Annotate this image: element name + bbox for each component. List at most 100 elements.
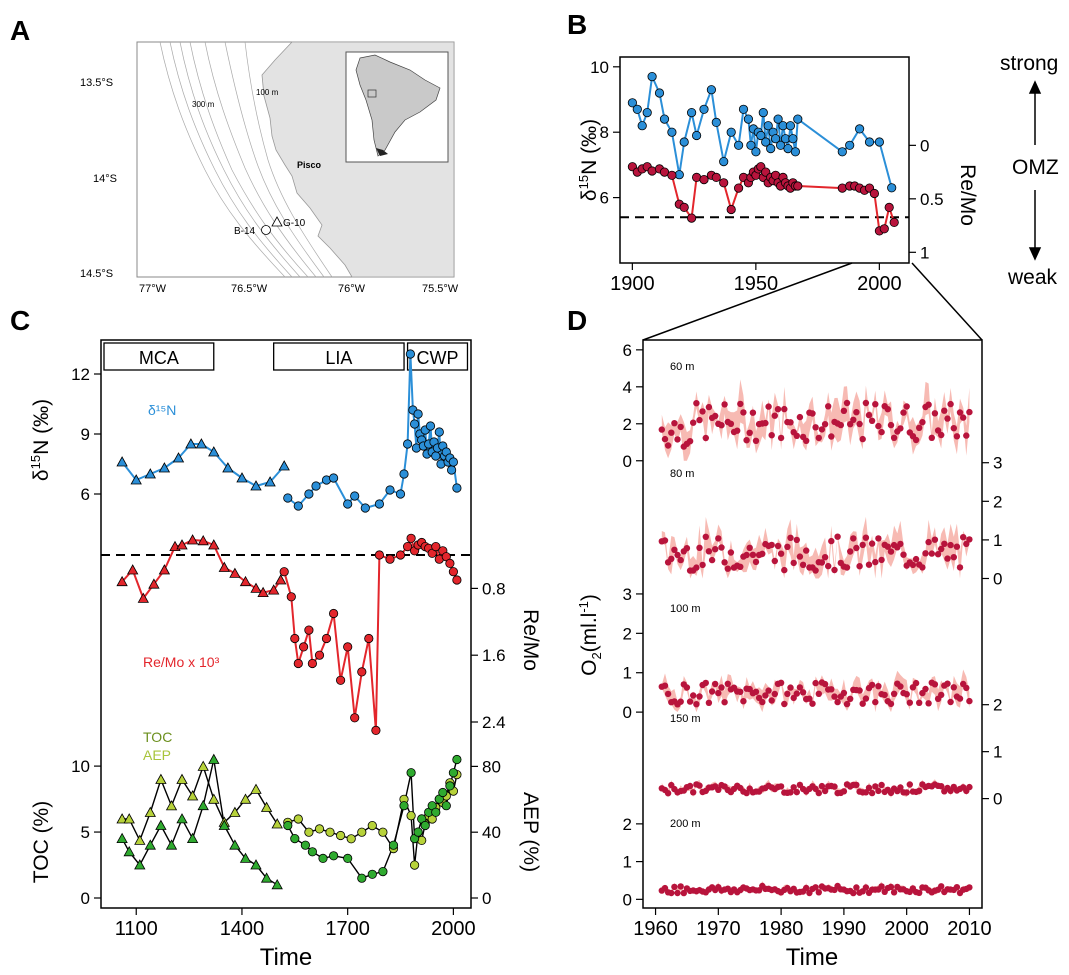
- panel-c-toc-circle: [283, 820, 293, 831]
- panel-b-x-label: 2000: [857, 273, 902, 295]
- panel-d-3-point: [875, 787, 882, 795]
- panel-d-2-point: [831, 693, 838, 700]
- panel-b-d15n-point: [751, 147, 761, 157]
- panel-c-remo-circle: [279, 567, 289, 577]
- panel-c-d15n-circle: [350, 491, 360, 501]
- panel-d-0-point: [746, 429, 753, 436]
- panel-c-remo-circle: [374, 550, 384, 560]
- panel-d-1-point: [724, 565, 731, 572]
- panel-c-toc-triangle: [218, 819, 230, 830]
- panel-d-2-point: [718, 684, 725, 691]
- panel-c-d15n-triangle: [250, 480, 262, 491]
- panel-d-1-point: [787, 534, 794, 541]
- panel-c-remo-triangle: [275, 574, 287, 585]
- panel-d-1-point: [928, 550, 935, 557]
- panel-c-aep-triangle: [186, 790, 199, 801]
- panel-d-0-point: [960, 414, 967, 421]
- panel-d-2-point: [847, 695, 854, 702]
- panel-c-d15n-circle: [399, 469, 409, 479]
- panel-d-1-point: [708, 556, 716, 564]
- panel-d-0-point: [815, 434, 822, 442]
- panel-c-toc-circle: [318, 853, 328, 864]
- panel-d-2-point: [856, 687, 863, 694]
- panel-d-1-point: [938, 545, 945, 553]
- panel-b-frame: [619, 56, 910, 264]
- zoom-connector-left: [642, 262, 853, 341]
- panel-c-aep-triangle: [165, 800, 178, 811]
- panel-d-2-point: [708, 688, 716, 695]
- panel-b-x-label: 1950: [734, 273, 779, 295]
- lon-label-76: 76°W: [338, 283, 366, 295]
- panel-d-1-point: [884, 543, 891, 550]
- panel-c-d15n-circle: [431, 451, 441, 461]
- panel-d-0-point: [925, 401, 932, 408]
- panel-d-1-point: [963, 540, 970, 548]
- panel-d-0-point: [856, 420, 863, 428]
- panel-c-x-axis-label: Time: [260, 944, 312, 971]
- panel-d-0-point: [868, 417, 876, 424]
- panel-c-aep-circle: [346, 834, 356, 844]
- panel-b-d15n-point: [654, 88, 665, 98]
- panel-d-0-y-label: 0: [623, 452, 632, 471]
- panel-c-aep-circle: [325, 827, 335, 837]
- panel-c-remo-circle: [357, 667, 367, 677]
- panel-c-d15n-circle: [405, 349, 415, 359]
- panel-d-0-point: [702, 434, 709, 442]
- panel-b-d15n-point: [756, 130, 766, 141]
- panel-c-remo-triangle: [158, 564, 171, 575]
- panel-d-2-point: [740, 698, 747, 705]
- panel-c-remo-circle: [321, 633, 332, 644]
- panel-d-0-point: [737, 400, 744, 408]
- panel-b-d15n-point: [785, 121, 796, 131]
- panel-b-series: [620, 72, 909, 236]
- panel-c-remo-triangle: [127, 564, 139, 575]
- panel-c-aep-triangle: [271, 818, 283, 829]
- panel-d-2-y-label: 3: [623, 585, 632, 604]
- panel-b-x-label: 1900: [610, 273, 655, 295]
- panel-b-remo-point: [726, 204, 736, 215]
- panel-d-0-point: [768, 432, 775, 439]
- panel-c-toc-y-label: 0: [81, 889, 90, 908]
- panel-c-remo-triangle: [218, 561, 230, 572]
- panel-d-0-y-label: 2: [623, 415, 632, 434]
- panel-c-aep-line-a: [122, 765, 278, 842]
- panel-c-remo-y-label: 0.8: [482, 579, 506, 598]
- panel-b-d15n-point: [719, 157, 729, 167]
- panel-c-remo-triangle: [176, 539, 188, 550]
- panel-d-4-point: [668, 889, 675, 897]
- panel-c-remo-triangle: [137, 592, 149, 603]
- panel-d-2-point: [793, 690, 800, 697]
- panel-d-4-point: [938, 883, 945, 890]
- panel-c-x-label: 1700: [325, 918, 370, 940]
- panel-c-d15n-axis-label: δ15N (‰): [28, 399, 53, 481]
- panel-c-remo-circle: [371, 725, 381, 736]
- panel-d-0-point: [897, 425, 904, 432]
- panel-d-3-point: [715, 786, 722, 793]
- panel-c-toc-triangle: [155, 819, 167, 830]
- panel-b-d15n-point: [686, 108, 697, 118]
- panel-c-toc-triangle: [271, 878, 283, 890]
- panel-c-remo-triangle: [257, 586, 269, 597]
- panel-d-4-point: [853, 884, 860, 891]
- panel-d-0-point: [825, 403, 832, 410]
- panel-d-2-point: [702, 679, 709, 687]
- panel-d-1-point: [790, 559, 797, 567]
- panel-d-2-point: [683, 684, 691, 691]
- panel-d-0-point: [718, 422, 725, 429]
- panel-d-3-point: [686, 782, 694, 790]
- panel-d-1-point: [771, 557, 778, 565]
- panel-d-3-point: [815, 789, 822, 797]
- panel-d-0-point: [777, 434, 785, 442]
- panel-b-right-y-label: 0.5: [920, 190, 944, 209]
- panel-d-1-point: [843, 564, 851, 571]
- panel-b-d15n-point: [773, 114, 783, 124]
- panel-d-1-point: [796, 553, 804, 560]
- panel-c-toc-circle: [378, 866, 388, 877]
- panel-b-d15n-point: [706, 85, 717, 95]
- panel-c-remo-circle: [314, 650, 325, 660]
- panel-d-2-point: [664, 690, 672, 698]
- panel-c-toc-triangle: [197, 799, 209, 811]
- lon-label-75-5: 75.5°W: [422, 283, 459, 295]
- panel-d-2-point: [771, 690, 778, 698]
- panel-c-aep-circle: [409, 860, 420, 870]
